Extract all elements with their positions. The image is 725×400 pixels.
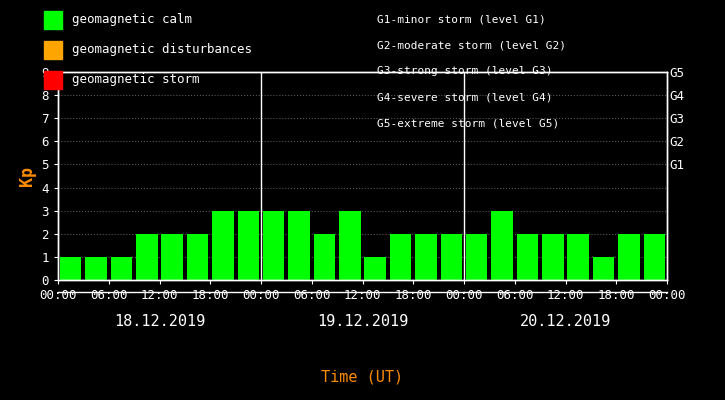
Bar (466, 234, 487, 280)
Bar (415, 234, 436, 280)
Bar (289, 211, 310, 280)
Bar (517, 234, 538, 280)
Y-axis label: Kp: Kp (18, 166, 36, 186)
Bar (314, 234, 335, 280)
Bar (390, 234, 411, 280)
Bar (492, 211, 513, 280)
Bar (568, 234, 589, 280)
Bar (111, 257, 132, 280)
Text: 19.12.2019: 19.12.2019 (317, 314, 408, 329)
Text: geomagnetic storm: geomagnetic storm (72, 74, 200, 86)
Text: G3-strong storm (level G3): G3-strong storm (level G3) (377, 66, 552, 76)
Text: geomagnetic calm: geomagnetic calm (72, 14, 193, 26)
Bar (212, 211, 233, 280)
Bar (542, 234, 563, 280)
Text: 18.12.2019: 18.12.2019 (114, 314, 205, 329)
Text: G1-minor storm (level G1): G1-minor storm (level G1) (377, 14, 546, 24)
Text: 20.12.2019: 20.12.2019 (520, 314, 611, 329)
Text: Time (UT): Time (UT) (321, 369, 404, 384)
Bar (365, 257, 386, 280)
Bar (339, 211, 360, 280)
Bar (263, 211, 284, 280)
Bar (441, 234, 462, 280)
Text: G5-extreme storm (level G5): G5-extreme storm (level G5) (377, 118, 559, 128)
Bar (86, 257, 107, 280)
Bar (593, 257, 614, 280)
Text: G2-moderate storm (level G2): G2-moderate storm (level G2) (377, 40, 566, 50)
Bar (238, 211, 259, 280)
Bar (618, 234, 639, 280)
Bar (60, 257, 81, 280)
Bar (644, 234, 665, 280)
Bar (136, 234, 157, 280)
Bar (187, 234, 208, 280)
Text: geomagnetic disturbances: geomagnetic disturbances (72, 44, 252, 56)
Text: G4-severe storm (level G4): G4-severe storm (level G4) (377, 92, 552, 102)
Bar (162, 234, 183, 280)
